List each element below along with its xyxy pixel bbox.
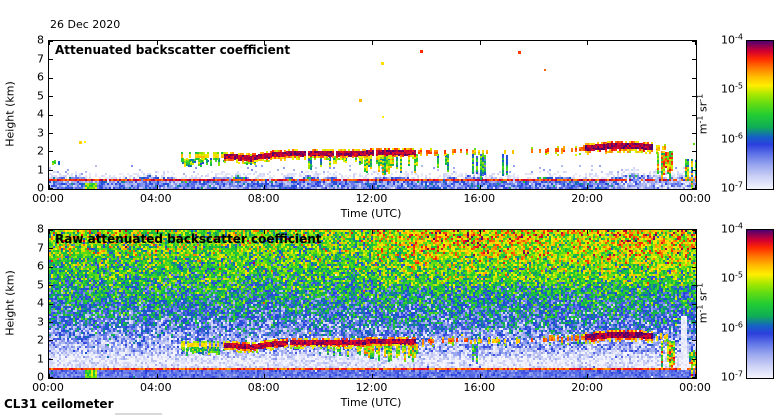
- plot-title: Raw attenuated backscatter coefficient: [55, 232, 322, 246]
- date-label: 26 Dec 2020: [50, 18, 121, 31]
- x-tick-label: 16:00: [463, 381, 496, 394]
- y-tick-label: 8: [37, 222, 44, 236]
- colorbar-unit: m-1 sr-1: [695, 282, 710, 324]
- y-tick-label: 3: [37, 126, 44, 139]
- heatmap-canvas: [49, 41, 696, 189]
- y-tick-label: 7: [37, 52, 44, 65]
- x-axis-label: Time (UTC): [340, 396, 402, 409]
- y-tick-label: 5: [37, 89, 44, 102]
- x-tick-label: 16:00: [463, 192, 496, 205]
- colorbar-tick-label: 10-5: [721, 81, 743, 96]
- bottom-divider: [115, 413, 162, 415]
- y-tick-label: 7: [37, 241, 44, 254]
- colorbar-tick-label: 10-5: [721, 270, 743, 285]
- y-tick-label: 2: [37, 333, 44, 347]
- colorbar-unit-wrap: m-1 sr-1: [696, 229, 710, 377]
- colorbar-unit-wrap: m-1 sr-1: [696, 40, 710, 188]
- colorbar-gradient: [747, 41, 773, 189]
- y-tick-label: 0: [37, 370, 44, 384]
- x-tick-label: 04:00: [139, 192, 172, 205]
- heatmap-canvas: [49, 230, 696, 378]
- colorbar-tick-label: 10-6: [721, 320, 743, 335]
- y-tick-label: 6: [37, 70, 44, 84]
- y-tick-label: 8: [37, 33, 44, 47]
- x-tick-label: 20:00: [571, 192, 604, 205]
- colorbar-unit: m-1 sr-1: [695, 93, 710, 135]
- y-tick-label: 0: [37, 181, 44, 195]
- plot-area: Raw attenuated backscatter coefficient: [48, 229, 697, 379]
- y-tick-label: 5: [37, 278, 44, 291]
- y-tick-label: 2: [37, 144, 44, 158]
- y-tick-label: 1: [37, 352, 44, 365]
- y-tick-label: 4: [37, 296, 44, 310]
- x-tick-label: 00:00: [679, 192, 711, 205]
- colorbar-tick-label: 10-4: [721, 221, 743, 236]
- y-tick-label: 4: [37, 107, 44, 121]
- x-tick-label: 08:00: [247, 192, 280, 205]
- plot-title: Attenuated backscatter coefficient: [55, 43, 291, 57]
- colorbar: [746, 40, 774, 190]
- x-tick-label: 00:00: [32, 381, 64, 394]
- instrument-label: CL31 ceilometer: [4, 397, 114, 411]
- x-tick-label: 12:00: [355, 192, 388, 205]
- chart-panel-raw-attenuated-backscatter: Height (km) Raw attenuated backscatter c…: [0, 222, 780, 419]
- colorbar-tick-label: 10-6: [721, 131, 743, 146]
- colorbar: [746, 229, 774, 379]
- y-tick-label: 1: [37, 163, 44, 176]
- x-tick-label: 04:00: [139, 381, 172, 394]
- chart-panel-attenuated-backscatter: Height (km) Attenuated backscatter coeff…: [0, 33, 780, 230]
- colorbar-tick-label: 10-7: [721, 180, 743, 195]
- x-tick-label: 08:00: [247, 381, 280, 394]
- x-tick-label: 20:00: [571, 381, 604, 394]
- colorbar-tick-label: 10-7: [721, 369, 743, 384]
- y-tick-label: 3: [37, 315, 44, 328]
- x-tick-label: 12:00: [355, 381, 388, 394]
- x-tick-label: 00:00: [32, 192, 64, 205]
- y-tick-label: 6: [37, 259, 44, 273]
- colorbar-tick-label: 10-4: [721, 32, 743, 47]
- x-axis-label: Time (UTC): [340, 207, 402, 220]
- x-tick-label: 00:00: [679, 381, 711, 394]
- colorbar-gradient: [747, 230, 773, 378]
- plot-area: Attenuated backscatter coefficient: [48, 40, 697, 190]
